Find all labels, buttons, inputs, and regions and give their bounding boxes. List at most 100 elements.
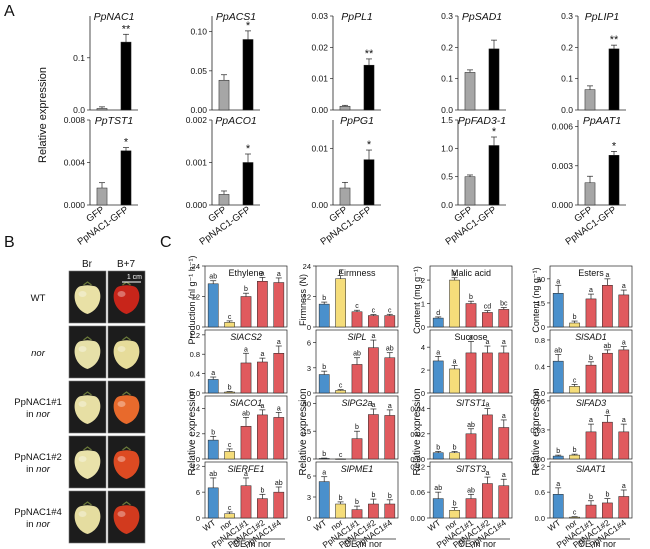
bar-nor bbox=[449, 509, 460, 519]
y-tick-label: 2 bbox=[421, 276, 425, 285]
bar-gfp bbox=[464, 176, 476, 206]
chart-title: SlPME1 bbox=[341, 464, 374, 474]
bar-ppnac1-2 bbox=[602, 285, 613, 328]
bar-wt bbox=[432, 452, 444, 460]
chart-title: SlTST3 bbox=[456, 464, 486, 474]
fruit-icon bbox=[74, 505, 101, 534]
letter-label: ab bbox=[242, 410, 250, 417]
y-tick-label: 0.00 bbox=[410, 455, 425, 464]
bar-ppnac1-2 bbox=[482, 312, 493, 328]
fruit-icon bbox=[74, 395, 101, 424]
y-tick-label: 0.05 bbox=[190, 66, 207, 76]
y-tick-label: 0.1 bbox=[561, 74, 573, 84]
y-tick-label: 12 bbox=[192, 462, 200, 471]
y-tick-label: 30 bbox=[303, 399, 311, 408]
letter-label: b bbox=[453, 444, 457, 451]
y-tick-label: 0 bbox=[307, 389, 311, 398]
chart-firmness: 0 12 24 Firmness b a c c c bbox=[303, 262, 399, 332]
bar-wt bbox=[318, 458, 330, 460]
bar-nor bbox=[335, 278, 346, 328]
photo-row-label-suffix: in nor bbox=[26, 409, 51, 420]
letter-label: b bbox=[355, 499, 359, 506]
letter-label: a bbox=[502, 413, 506, 420]
bar-wt bbox=[318, 481, 330, 519]
bar-ppnac1-1 bbox=[240, 296, 252, 328]
chart-slpg2a: 0 15 30 SlPG2a b c b a a bbox=[303, 395, 399, 464]
fruit-stem-icon bbox=[83, 281, 92, 286]
oe-label: OE in nor bbox=[458, 539, 496, 549]
chart-title: PpLIP1 bbox=[585, 11, 619, 23]
bar-ppnac1-4 bbox=[273, 353, 285, 394]
chart-title: Ethylene bbox=[228, 268, 263, 278]
y-tick-label: 0.002 bbox=[186, 115, 208, 125]
x-tick-label: WT bbox=[312, 517, 329, 533]
y-tick-label: 6 bbox=[196, 488, 200, 497]
chart-ppnac1: 0.0 0.1 PpNAC1** bbox=[73, 11, 138, 115]
y-tick-label: 0.02 bbox=[410, 430, 425, 439]
bar-gfp bbox=[584, 182, 596, 206]
y-tick-label: 0.003 bbox=[552, 161, 574, 171]
bar-gfp bbox=[339, 105, 351, 111]
chart-slfad3: 0.00 0.03 0.06 SlFAD3 b b a a a bbox=[530, 395, 633, 464]
bar-ppnac1-1 bbox=[585, 431, 597, 460]
y-tick-label: 0.000 bbox=[552, 200, 574, 210]
fruit-icon bbox=[113, 395, 140, 424]
bar-ppnac1-2 bbox=[482, 483, 493, 519]
letter-label: c bbox=[228, 505, 232, 512]
y-tick-label: 15 bbox=[537, 299, 545, 308]
letter-label: ab bbox=[434, 485, 442, 492]
bar-ppnac1-2 bbox=[368, 503, 379, 519]
c-col2-bottom-ylabel: Relative expression bbox=[298, 388, 309, 475]
c-col1-bottom-ylabel: Relative expression bbox=[187, 388, 198, 475]
letter-label: ab bbox=[275, 480, 283, 487]
fruit-highlight bbox=[78, 456, 87, 462]
y-tick-label: 0.10 bbox=[190, 27, 207, 37]
bar-ppnac1-1 bbox=[240, 362, 252, 394]
chart-title: SlAAT1 bbox=[576, 464, 606, 474]
chart-ppsad1: 0.0 0.1 0.2 0.3 PpSAD1 bbox=[441, 11, 506, 115]
panel-b-col-br: Br bbox=[82, 259, 93, 270]
letter-label: b bbox=[556, 448, 560, 455]
chart-title: SlTST1 bbox=[456, 398, 486, 408]
y-tick-label: 2 bbox=[421, 366, 425, 375]
photo-row-label: PpNAC1#1 bbox=[14, 397, 62, 408]
bar-ppnac1-2 bbox=[257, 414, 268, 460]
letter-label: a bbox=[371, 333, 375, 340]
letter-label: a bbox=[260, 403, 264, 410]
letter-label: a bbox=[244, 346, 248, 353]
letter-label: ab bbox=[467, 422, 475, 429]
y-tick-label: 0.02 bbox=[311, 42, 328, 52]
fruit-stem-icon bbox=[83, 391, 92, 396]
bar-ppnac1-4 bbox=[273, 282, 285, 328]
bar-ppnac1-1 bbox=[351, 311, 363, 328]
letter-label: a bbox=[556, 278, 560, 285]
panel-letter-b: B bbox=[4, 234, 15, 251]
significance-label: ** bbox=[365, 48, 374, 60]
bar-nor bbox=[224, 451, 235, 460]
bar-nor bbox=[224, 513, 235, 519]
letter-label: a bbox=[211, 370, 215, 377]
photo-row-label: PpNAC1#4 bbox=[14, 507, 62, 518]
bar-gfp bbox=[218, 194, 230, 206]
y-tick-label: 0.2 bbox=[441, 42, 453, 52]
letter-label: b bbox=[388, 493, 392, 500]
chart-title: SlERFE1 bbox=[227, 464, 264, 474]
letter-label: b bbox=[436, 444, 440, 451]
chart-title: SlPG2a bbox=[341, 398, 372, 408]
fruit-icon bbox=[113, 450, 140, 479]
letter-label: c bbox=[339, 452, 343, 459]
bar-ppnac1-4 bbox=[384, 415, 396, 460]
y-tick-label: 2 bbox=[196, 430, 200, 439]
bar-nor bbox=[569, 454, 580, 460]
y-tick-label: 1.0 bbox=[441, 143, 453, 153]
chart-title: PpACO1 bbox=[215, 115, 256, 127]
y-tick-label: 0.1 bbox=[441, 74, 453, 84]
letter-label: b bbox=[244, 286, 248, 293]
y-tick-label: 4 bbox=[421, 343, 425, 352]
bar-nor bbox=[569, 386, 580, 394]
y-tick-label: 0.0 bbox=[441, 105, 453, 115]
letter-label: b bbox=[211, 429, 215, 436]
